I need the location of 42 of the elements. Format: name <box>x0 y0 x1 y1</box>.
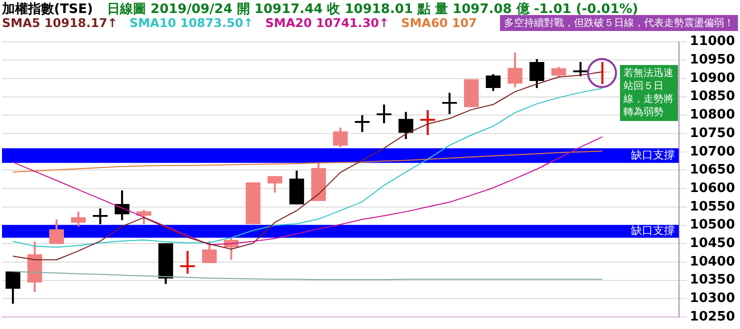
y-tick-label: 10400 <box>690 254 736 270</box>
text: SMA10 10873.50↑ <box>129 16 254 30</box>
band-label: 缺口支撐 <box>630 224 675 238</box>
chart-title: 加權指數(TSE) <box>2 2 93 17</box>
candlestick <box>398 110 414 140</box>
y-tick-label: 10900 <box>690 70 736 86</box>
y-tick-label: 11000 <box>690 34 736 50</box>
candlestick <box>6 270 20 305</box>
y-tick-label: 10750 <box>690 126 736 141</box>
candlestick <box>486 73 501 92</box>
candlestick <box>114 189 130 222</box>
y-tick-label: 10700 <box>690 144 736 160</box>
candlestick <box>508 51 522 88</box>
text: 多空持續對戰，但跌破５日線，代表走勢震盪偏弱！ <box>504 18 734 29</box>
y-tick-label: 10650 <box>690 162 736 178</box>
text: SMA5 10918.17↑ <box>2 16 118 30</box>
candlestick <box>551 66 566 78</box>
candlestick <box>442 92 457 116</box>
text: SMA20 10741.30↑ <box>265 16 390 30</box>
chart-subtitle: 日線圖 2019/09/24 開 10917.44 收 10918.01 點 量 1097.08 億 -1.01 (-0.01%) <box>107 2 638 17</box>
y-tick-label: 10850 <box>690 89 736 104</box>
candlestick <box>49 218 64 245</box>
candlestick <box>333 126 348 148</box>
candlestick <box>202 240 217 264</box>
y-tick-label: 10600 <box>690 180 736 196</box>
annotation: 若無法迅速站回５日線，走勢將轉為弱勢 <box>620 64 678 121</box>
y-tick-label: 10500 <box>690 218 736 233</box>
y-tick-label: 10550 <box>690 199 736 214</box>
candlestick <box>71 210 86 228</box>
candlestick <box>530 58 544 90</box>
y-tick-label: 10800 <box>690 108 736 123</box>
band-label: 缺口支撐 <box>630 148 675 162</box>
y-tick-label: 10300 <box>690 291 736 306</box>
y-tick-label: 10250 <box>690 309 736 324</box>
candlestick <box>92 207 108 226</box>
candlestick <box>354 114 370 134</box>
y-tick-label: 10350 <box>690 272 736 288</box>
y-tick-label: 10450 <box>690 236 736 251</box>
candlestick <box>268 175 282 194</box>
y-tick-label: 10950 <box>690 52 736 68</box>
candlestick <box>573 60 588 78</box>
text: SMA60 107 <box>401 16 477 30</box>
